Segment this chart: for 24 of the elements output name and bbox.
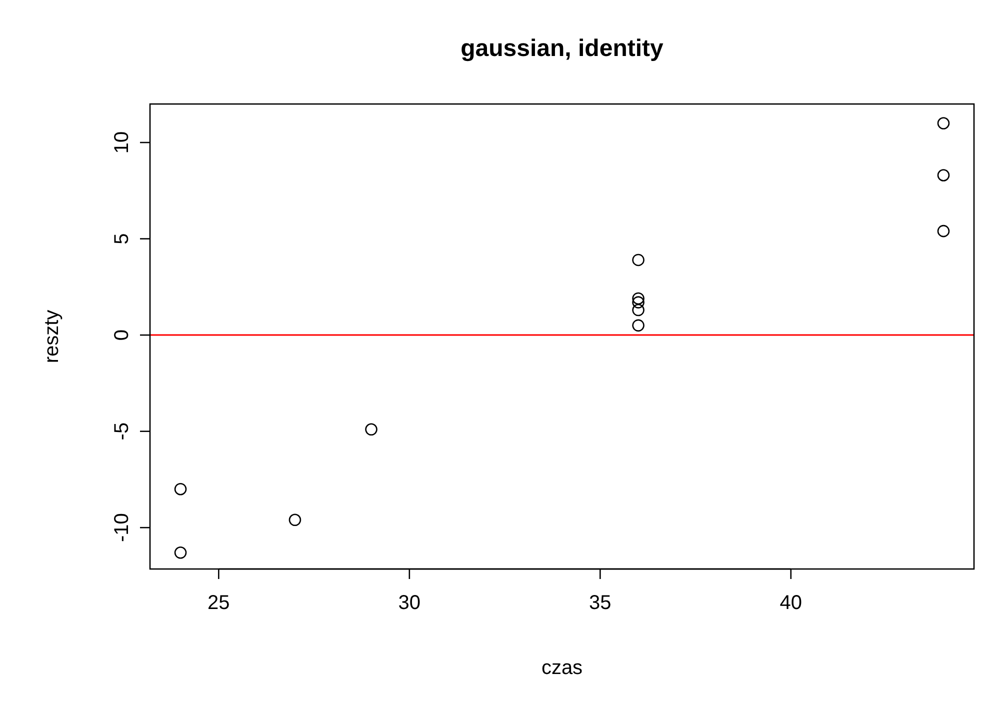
x-tick-label: 35 xyxy=(589,592,612,614)
point xyxy=(937,169,950,182)
point xyxy=(632,296,644,308)
x-tick-label: 30 xyxy=(398,592,421,614)
point xyxy=(937,224,950,238)
point xyxy=(174,482,187,496)
y-axis-title: reszty xyxy=(41,310,63,364)
point xyxy=(365,423,378,436)
y-tick-label: 0 xyxy=(111,329,133,341)
y-tick-label: 5 xyxy=(111,233,133,244)
point xyxy=(632,254,644,266)
x-tick-label: 40 xyxy=(780,592,802,614)
y-tick-label: -5 xyxy=(111,422,133,440)
chart-title: gaussian, identity xyxy=(460,35,664,62)
point xyxy=(632,319,644,332)
point xyxy=(632,304,644,316)
point xyxy=(288,514,302,526)
point xyxy=(174,546,187,559)
x-axis-title: czas xyxy=(541,657,583,679)
y-tick-label: -10 xyxy=(111,513,133,542)
point xyxy=(632,292,644,305)
x-tick-label: 25 xyxy=(208,592,230,614)
y-tick-label: 10 xyxy=(111,131,133,154)
point xyxy=(937,117,950,130)
